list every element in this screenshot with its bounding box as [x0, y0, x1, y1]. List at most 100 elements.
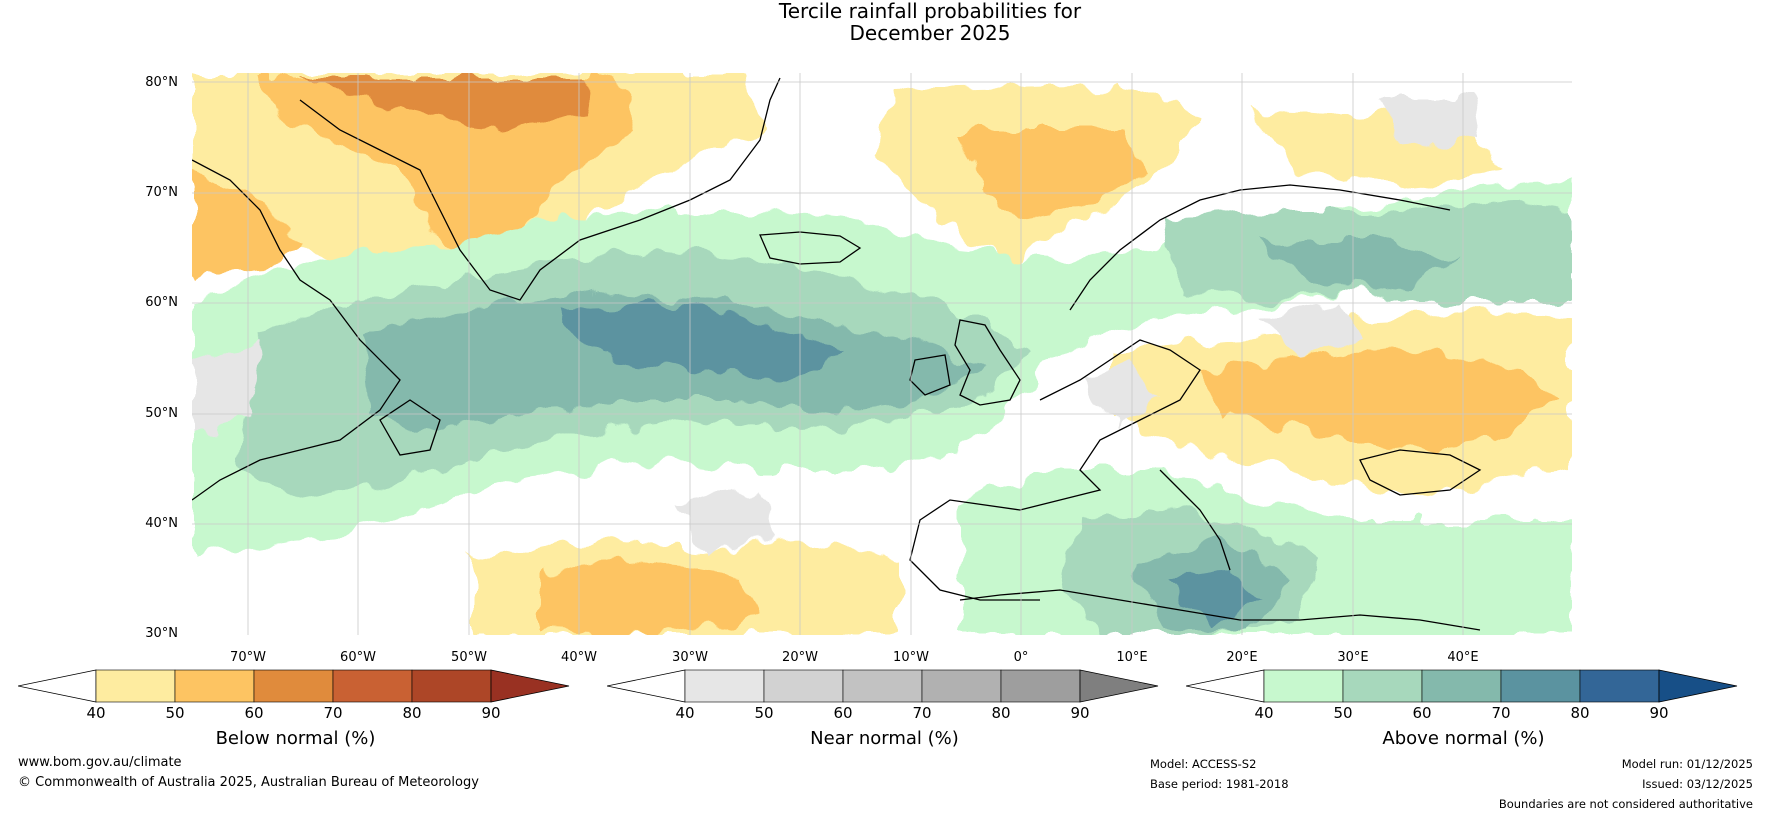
colorbar-tick-label: 50	[754, 704, 774, 722]
near-normal-area-1	[1080, 360, 1160, 430]
latitude-label: 80°N	[145, 75, 178, 90]
coastline-norway	[1069, 184, 1451, 311]
longitude-label: 30°E	[1337, 650, 1369, 665]
above-normal-area-atlantic-peak	[560, 300, 840, 380]
colorbar-bin	[1263, 669, 1344, 703]
colorbar-below-normal	[18, 669, 570, 703]
colorbar-tick-label: 40	[675, 704, 695, 722]
longitude-label: 30°W	[672, 650, 708, 665]
above-normal-area-scandinavia-core	[1260, 240, 1460, 290]
latitude-label: 30°N	[145, 626, 178, 641]
longitude-label: 20°W	[782, 650, 818, 665]
model-run: Model run: 01/12/2025	[1621, 757, 1753, 771]
colorbar-tick-label: 50	[1333, 704, 1353, 722]
model-name: Model: ACCESS-S2	[1150, 757, 1257, 771]
issued-date: Issued: 03/12/2025	[1642, 777, 1753, 791]
latitude-label: 50°N	[145, 406, 178, 421]
source-url: www.bom.gov.au/climate	[18, 755, 182, 770]
colorbar-bin	[1000, 669, 1081, 703]
colorbar-tick-label: 70	[1491, 704, 1511, 722]
coastlines	[192, 77, 1482, 631]
colorbar-extension-low	[1186, 669, 1265, 703]
colorbar-tick-label: 50	[165, 704, 185, 722]
colorbar-near-normal	[607, 669, 1159, 703]
colorbar-bin	[1342, 669, 1423, 703]
colorbar-extension-high	[1658, 669, 1738, 703]
map-title-line1: Tercile rainfall probabilities for	[778, 0, 1082, 23]
colorbar-tick-label: 80	[402, 704, 422, 722]
colorbar-tick-label: 60	[1412, 704, 1432, 722]
copyright: © Commonwealth of Australia 2025, Austra…	[18, 775, 479, 790]
latitude-label: 60°N	[145, 295, 178, 310]
latitude-label: 70°N	[145, 185, 178, 200]
colorbar-bin	[95, 669, 176, 703]
colorbar-bin	[411, 669, 492, 703]
below-normal-area-norwegian-core	[960, 130, 1150, 220]
below-normal-area-west	[192, 170, 300, 280]
longitude-label: 10°W	[893, 650, 929, 665]
coastline-britain	[954, 319, 1021, 406]
colorbar-extension-low	[18, 669, 97, 703]
near-normal-area-3	[192, 340, 260, 430]
legend-above-normal: Above normal (%) 40 50 60 70 80 90	[1186, 668, 1741, 778]
near-normal-area-2	[1260, 300, 1360, 360]
legend-below-normal: Below normal (%) 40 50 60 70 80 90	[18, 668, 573, 778]
colorbar-bin	[253, 669, 334, 703]
coastline-canada	[192, 159, 401, 501]
latitude-label: 40°N	[145, 516, 178, 531]
longitude-label: 50°W	[451, 650, 487, 665]
colorbar-above-normal	[1186, 669, 1738, 703]
colorbar-tick-label: 80	[991, 704, 1011, 722]
coastline-europe	[909, 339, 1201, 601]
colorbar-extension-high	[490, 669, 570, 703]
longitude-label: 0°	[1013, 650, 1029, 665]
colorbar-bin	[1421, 669, 1502, 703]
colorbar-bin	[684, 669, 765, 703]
colorbar-bin	[332, 669, 413, 703]
below-normal-area-east-core	[1200, 350, 1560, 450]
coastline-newfoundland	[379, 399, 441, 456]
legend-near-normal: Near normal (%) 40 50 60 70 80 90	[607, 668, 1162, 778]
colorbar-tick-label: 70	[323, 704, 343, 722]
colorbar-tick-label: 40	[86, 704, 106, 722]
disclaimer: Boundaries are not considered authoritat…	[1498, 797, 1753, 811]
colorbar-tick-label: 40	[1254, 704, 1274, 722]
colorbar-tick-label: 80	[1570, 704, 1590, 722]
below-normal-area-greenland-peak	[300, 78, 590, 130]
below-normal-area-atlantic-south-core	[540, 560, 760, 635]
colorbar-bin	[1500, 669, 1581, 703]
colorbar-tick-label: 60	[244, 704, 264, 722]
longitude-label: 60°W	[340, 650, 376, 665]
map-title-line2: December 2025	[849, 21, 1011, 45]
above-normal-area-mediterranean-peak	[1170, 570, 1260, 625]
longitude-label: 70°W	[230, 650, 266, 665]
colorbar-tick-label: 90	[1649, 704, 1669, 722]
colorbar-bin	[763, 669, 844, 703]
colorbar-tick-label: 60	[833, 704, 853, 722]
colorbar-tick-label: 90	[1070, 704, 1090, 722]
base-period: Base period: 1981-2018	[1150, 777, 1289, 791]
longitude-label: 40°W	[561, 650, 597, 665]
coastline-black-sea	[1359, 449, 1482, 496]
colorbar-bin	[1579, 669, 1660, 703]
longitude-label: 10°E	[1116, 650, 1148, 665]
coastline-north-africa	[959, 589, 1481, 631]
colorbar-extension-high	[1079, 669, 1159, 703]
colorbar-bin	[174, 669, 255, 703]
gridlines	[192, 73, 1572, 635]
colorbar-bin	[842, 669, 923, 703]
longitude-label: 40°E	[1447, 650, 1479, 665]
colorbar-tick-label: 90	[481, 704, 501, 722]
coastline-iceland	[759, 231, 862, 265]
colorbar-tick-label: 70	[912, 704, 932, 722]
colorbar-bin	[921, 669, 1002, 703]
legend-title-above-normal: Above normal (%)	[1382, 728, 1545, 749]
legend-title-near-normal: Near normal (%)	[810, 728, 959, 749]
legend-title-below-normal: Below normal (%)	[215, 728, 376, 749]
coastline-greenland	[299, 77, 781, 301]
near-normal-area-5	[1380, 100, 1480, 145]
below-normal-area-greenland-core	[260, 80, 640, 260]
colorbar-extension-low	[607, 669, 686, 703]
